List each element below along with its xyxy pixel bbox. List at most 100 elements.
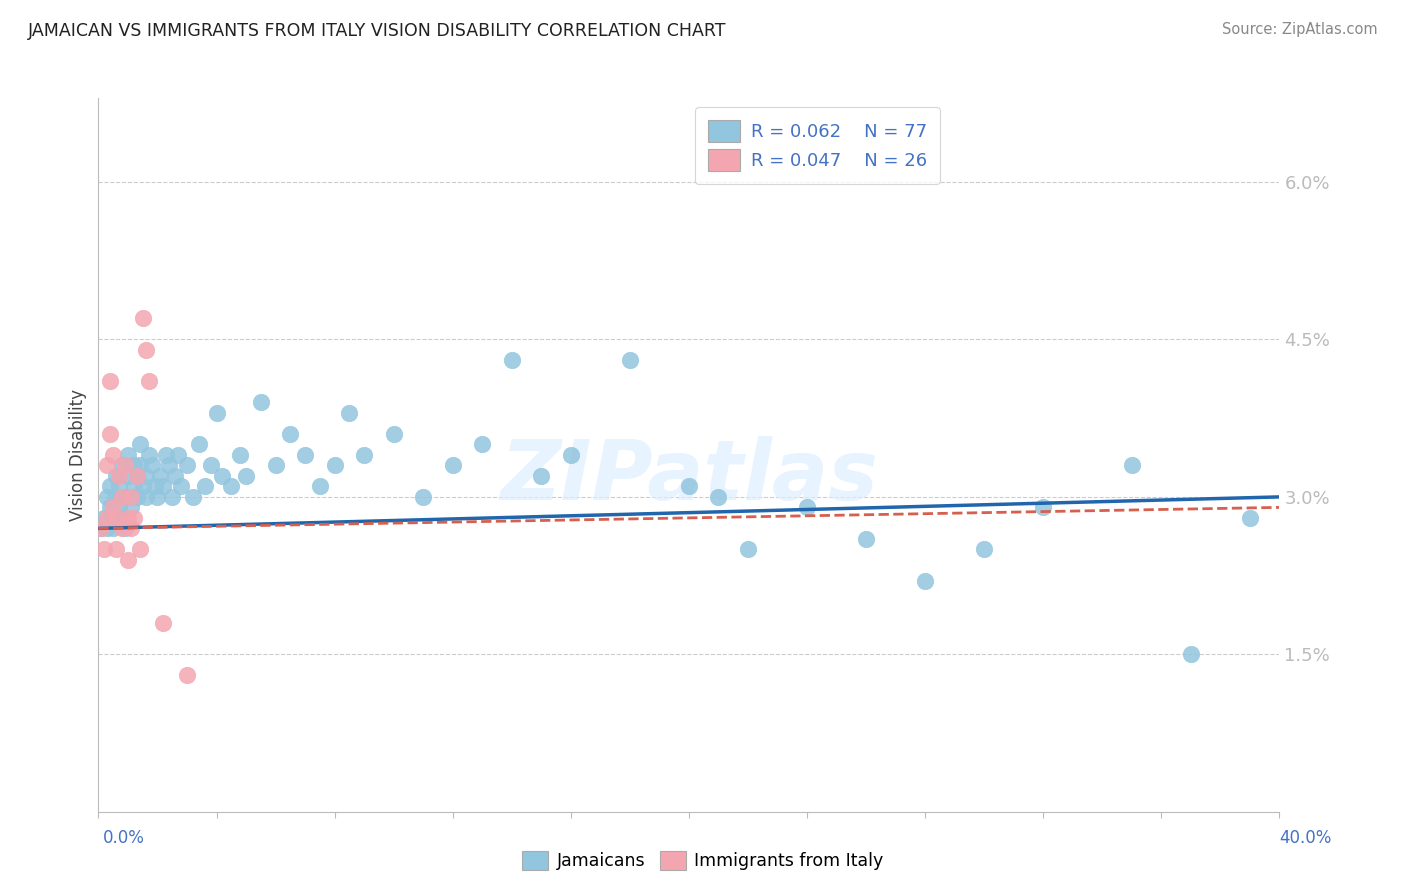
Point xyxy=(108,479,131,493)
Point xyxy=(103,511,125,525)
Point xyxy=(678,479,700,493)
Point xyxy=(205,406,228,420)
Point xyxy=(707,490,730,504)
Point xyxy=(152,479,174,493)
Point xyxy=(122,458,145,473)
Point xyxy=(114,521,136,535)
Y-axis label: Vision Disability: Vision Disability xyxy=(69,389,87,521)
Point xyxy=(211,469,233,483)
Point xyxy=(103,448,125,462)
Point xyxy=(229,448,252,462)
Point xyxy=(105,511,128,525)
Point xyxy=(278,426,302,441)
Point xyxy=(165,469,187,483)
Point xyxy=(200,458,222,473)
Point xyxy=(103,521,125,535)
Point xyxy=(128,542,150,557)
Point xyxy=(162,490,183,504)
Point xyxy=(105,542,128,557)
Point xyxy=(250,395,273,409)
Point xyxy=(219,479,242,493)
Point xyxy=(96,458,118,473)
Point xyxy=(143,479,166,493)
Point xyxy=(117,511,139,525)
Point xyxy=(96,511,118,525)
Point xyxy=(120,500,142,515)
Point xyxy=(235,469,257,483)
Point xyxy=(90,521,112,535)
Point xyxy=(149,469,172,483)
Point xyxy=(117,448,139,462)
Point xyxy=(128,437,150,451)
Point xyxy=(96,490,118,504)
Point xyxy=(117,553,139,567)
Point xyxy=(170,479,193,493)
Point xyxy=(125,490,148,504)
Point xyxy=(122,511,145,525)
Point xyxy=(105,490,128,504)
Point xyxy=(120,490,142,504)
Point xyxy=(117,469,139,483)
Text: 0.0%: 0.0% xyxy=(103,829,145,847)
Point xyxy=(264,458,287,473)
Point xyxy=(187,437,209,451)
Point xyxy=(294,448,316,462)
Point xyxy=(855,532,877,546)
Point xyxy=(135,490,157,504)
Point xyxy=(1032,500,1054,515)
Text: Source: ZipAtlas.com: Source: ZipAtlas.com xyxy=(1222,22,1378,37)
Point xyxy=(1180,648,1202,662)
Point xyxy=(103,500,125,515)
Point xyxy=(111,458,134,473)
Point xyxy=(96,521,118,535)
Point xyxy=(111,511,134,525)
Point xyxy=(146,490,169,504)
Point xyxy=(90,521,112,535)
Point xyxy=(1121,458,1143,473)
Point xyxy=(155,448,177,462)
Text: JAMAICAN VS IMMIGRANTS FROM ITALY VISION DISABILITY CORRELATION CHART: JAMAICAN VS IMMIGRANTS FROM ITALY VISION… xyxy=(28,22,727,40)
Point xyxy=(194,479,217,493)
Point xyxy=(412,490,434,504)
Point xyxy=(560,448,582,462)
Point xyxy=(441,458,464,473)
Text: 40.0%: 40.0% xyxy=(1279,829,1331,847)
Point xyxy=(93,542,115,557)
Legend: Jamaicans, Immigrants from Italy: Jamaicans, Immigrants from Italy xyxy=(513,842,893,879)
Point xyxy=(167,448,190,462)
Point xyxy=(382,426,405,441)
Point xyxy=(108,469,131,483)
Point xyxy=(973,542,995,557)
Point xyxy=(105,469,128,483)
Point xyxy=(98,426,121,441)
Point xyxy=(111,521,134,535)
Point xyxy=(114,490,136,504)
Point xyxy=(337,406,360,420)
Point xyxy=(93,511,115,525)
Point xyxy=(98,375,121,389)
Point xyxy=(135,343,157,357)
Text: ZIPatlas: ZIPatlas xyxy=(501,436,877,516)
Point xyxy=(128,458,150,473)
Point xyxy=(152,615,174,630)
Point xyxy=(309,479,332,493)
Point xyxy=(353,448,375,462)
Point xyxy=(157,458,180,473)
Point xyxy=(98,479,121,493)
Point xyxy=(122,479,145,493)
Point xyxy=(530,469,553,483)
Point xyxy=(141,458,163,473)
Point xyxy=(138,448,160,462)
Point xyxy=(135,469,157,483)
Point xyxy=(132,479,155,493)
Point xyxy=(125,469,148,483)
Point xyxy=(323,458,346,473)
Point xyxy=(619,353,641,368)
Point xyxy=(737,542,759,557)
Point xyxy=(1239,511,1261,525)
Point xyxy=(796,500,818,515)
Point xyxy=(176,458,198,473)
Point xyxy=(114,458,136,473)
Point xyxy=(138,375,160,389)
Point xyxy=(111,490,134,504)
